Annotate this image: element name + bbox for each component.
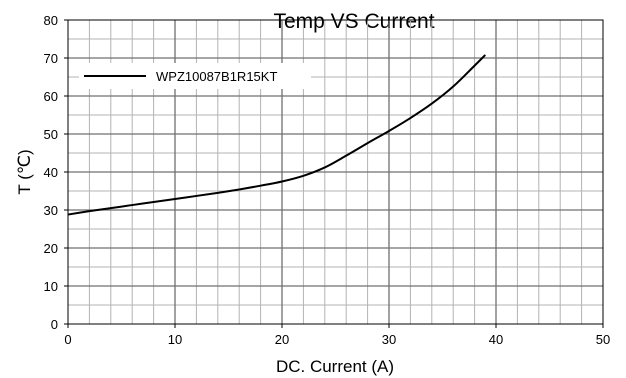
y-axis-ticks: 0 10 20 30 40 50 60 70 80 bbox=[44, 13, 68, 332]
series-line-wpz10087b1r15kt bbox=[67, 54, 487, 216]
major-grid bbox=[68, 20, 603, 324]
y-tick-label: 30 bbox=[44, 203, 58, 218]
y-axis-label: T (℃) bbox=[15, 149, 34, 194]
y-tick-label: 80 bbox=[44, 13, 58, 28]
x-tick-label: 10 bbox=[168, 332, 182, 347]
x-tick-label: 20 bbox=[275, 332, 289, 347]
y-tick-label: 0 bbox=[51, 317, 58, 332]
x-tick-label: 30 bbox=[382, 332, 396, 347]
legend-label: WPZ10087B1R15KT bbox=[156, 69, 277, 84]
x-axis-label: DC. Current (A) bbox=[276, 357, 394, 376]
x-tick-label: 50 bbox=[596, 332, 610, 347]
x-axis-ticks: 0 10 20 30 40 50 bbox=[64, 324, 610, 347]
y-tick-label: 50 bbox=[44, 127, 58, 142]
y-tick-label: 10 bbox=[44, 279, 58, 294]
y-tick-label: 20 bbox=[44, 241, 58, 256]
y-tick-label: 70 bbox=[44, 51, 58, 66]
chart-title: Temp VS Current bbox=[273, 10, 434, 33]
y-tick-label: 60 bbox=[44, 89, 58, 104]
x-tick-label: 0 bbox=[64, 332, 71, 347]
x-tick-label: 40 bbox=[489, 332, 503, 347]
legend: WPZ10087B1R15KT bbox=[79, 63, 311, 89]
series-layer bbox=[67, 54, 487, 216]
y-tick-label: 40 bbox=[44, 165, 58, 180]
